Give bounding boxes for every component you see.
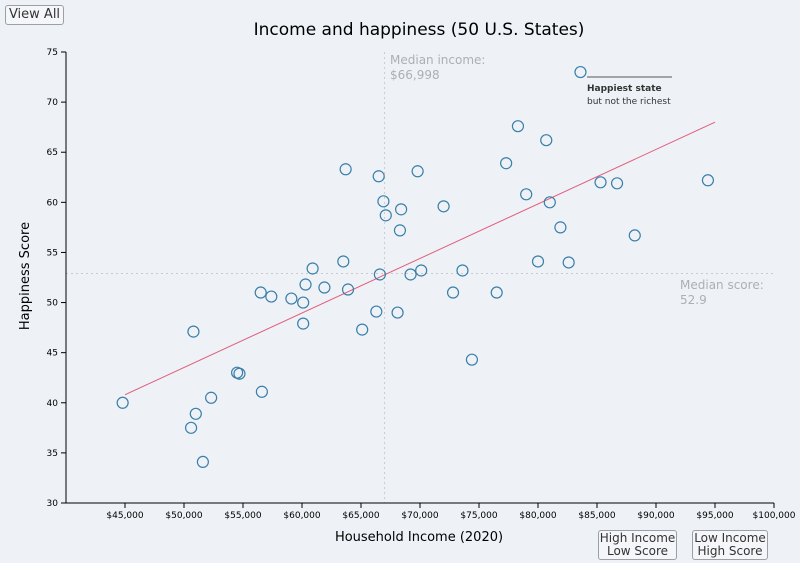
- data-point: [255, 385, 268, 398]
- data-point: [341, 283, 355, 296]
- x-tick-label: $70,000: [401, 511, 438, 521]
- y-tick-label: 55: [47, 248, 58, 258]
- y-axis-title: Happiness Score: [18, 222, 33, 330]
- x-tick-label: $95,000: [696, 511, 733, 521]
- y-tick-label: 45: [47, 349, 58, 359]
- x-tick-label: $100,000: [753, 511, 796, 521]
- data-point: [377, 195, 390, 208]
- data-point: [543, 196, 556, 209]
- data-point: [391, 306, 404, 319]
- median-income-label-line-2: $66,998: [390, 68, 440, 82]
- high-income-low-score-line-1: High Income: [599, 531, 676, 545]
- data-point: [531, 255, 545, 268]
- data-point: [610, 177, 624, 190]
- y-tick-label: 75: [47, 48, 58, 58]
- data-point: [297, 317, 310, 330]
- x-tick-label: $60,000: [283, 511, 320, 521]
- annotation-title: Happiest state: [587, 84, 662, 94]
- data-point: [337, 255, 350, 268]
- x-tick-label: $90,000: [637, 511, 674, 521]
- x-axis-title: Household Income (2020): [335, 530, 503, 545]
- y-tick-label: 65: [47, 148, 58, 158]
- data-point: [356, 323, 369, 336]
- median-lines: [66, 52, 774, 503]
- data-point: [205, 391, 218, 404]
- y-tick-label: 50: [47, 299, 59, 309]
- x-tick-label: $45,000: [106, 511, 143, 521]
- data-point: [189, 407, 202, 420]
- data-point: [299, 278, 312, 291]
- x-tick-label: $80,000: [519, 511, 556, 521]
- median-score-label-line-1: Median score:: [680, 278, 764, 292]
- data-point: [393, 224, 407, 237]
- y-tick-label: 35: [47, 449, 58, 459]
- axes: 30 35 40 45 50 55 60 65 70 75 $45,000 $50,000 $55,00…: [47, 48, 796, 521]
- x-tick-label: $85,000: [578, 511, 615, 521]
- data-points: [116, 65, 715, 469]
- median-income-label-line-1: Median income:: [390, 53, 485, 67]
- data-point: [500, 157, 513, 170]
- data-point: [437, 200, 450, 213]
- data-point: [628, 229, 641, 242]
- y-tick-label: 70: [47, 98, 59, 108]
- high-income-low-score-button[interactable]: High Income Low Score: [598, 530, 677, 560]
- y-tick-label: 60: [47, 198, 59, 208]
- data-point: [465, 353, 479, 366]
- median-score-label-line-2: 52.9: [680, 293, 707, 307]
- data-point: [554, 221, 567, 234]
- data-point: [456, 264, 469, 277]
- data-point: [318, 281, 331, 294]
- annotation-subtitle: but not the richest: [587, 97, 671, 107]
- data-point: [701, 174, 715, 187]
- y-tick-label: 30: [47, 499, 59, 509]
- x-tick-label: $55,000: [224, 511, 261, 521]
- data-point: [339, 163, 352, 176]
- data-point: [404, 268, 417, 281]
- data-point: [395, 203, 408, 216]
- data-point: [540, 134, 553, 147]
- data-point: [594, 176, 607, 189]
- data-point: [446, 286, 460, 299]
- high-income-low-score-line-2: Low Score: [606, 544, 669, 558]
- data-point: [562, 256, 575, 269]
- data-point: [285, 292, 298, 305]
- view-all-button[interactable]: View All: [5, 5, 64, 25]
- low-income-high-score-line-1: Low Income: [694, 531, 766, 545]
- data-point: [490, 286, 503, 299]
- data-point: [184, 421, 198, 434]
- x-tick-label: $65,000: [342, 511, 379, 521]
- trendline-path: [124, 121, 716, 396]
- low-income-high-score-line-2: High Score: [697, 544, 763, 558]
- data-point: [511, 120, 525, 133]
- data-point: [254, 286, 267, 299]
- data-point: [196, 455, 209, 469]
- data-point: [265, 290, 278, 303]
- data-point: [306, 262, 319, 275]
- x-tick-label: $75,000: [460, 511, 497, 521]
- chart-title: Income and happiness (50 U.S. States): [254, 20, 585, 40]
- trendline: [124, 121, 716, 396]
- data-point: [297, 296, 310, 309]
- data-point: [574, 65, 587, 79]
- data-point: [116, 396, 129, 409]
- data-point: [233, 367, 246, 380]
- data-point: [379, 209, 392, 222]
- data-point: [373, 268, 386, 281]
- data-point: [415, 264, 428, 277]
- data-point: [520, 188, 533, 201]
- data-point: [372, 170, 385, 183]
- data-point: [370, 305, 383, 318]
- low-income-high-score-button[interactable]: Low Income High Score: [692, 530, 768, 560]
- y-tick-label: 40: [47, 399, 59, 409]
- x-tick-label: $50,000: [165, 511, 202, 521]
- data-point: [411, 165, 424, 178]
- data-point: [187, 325, 200, 338]
